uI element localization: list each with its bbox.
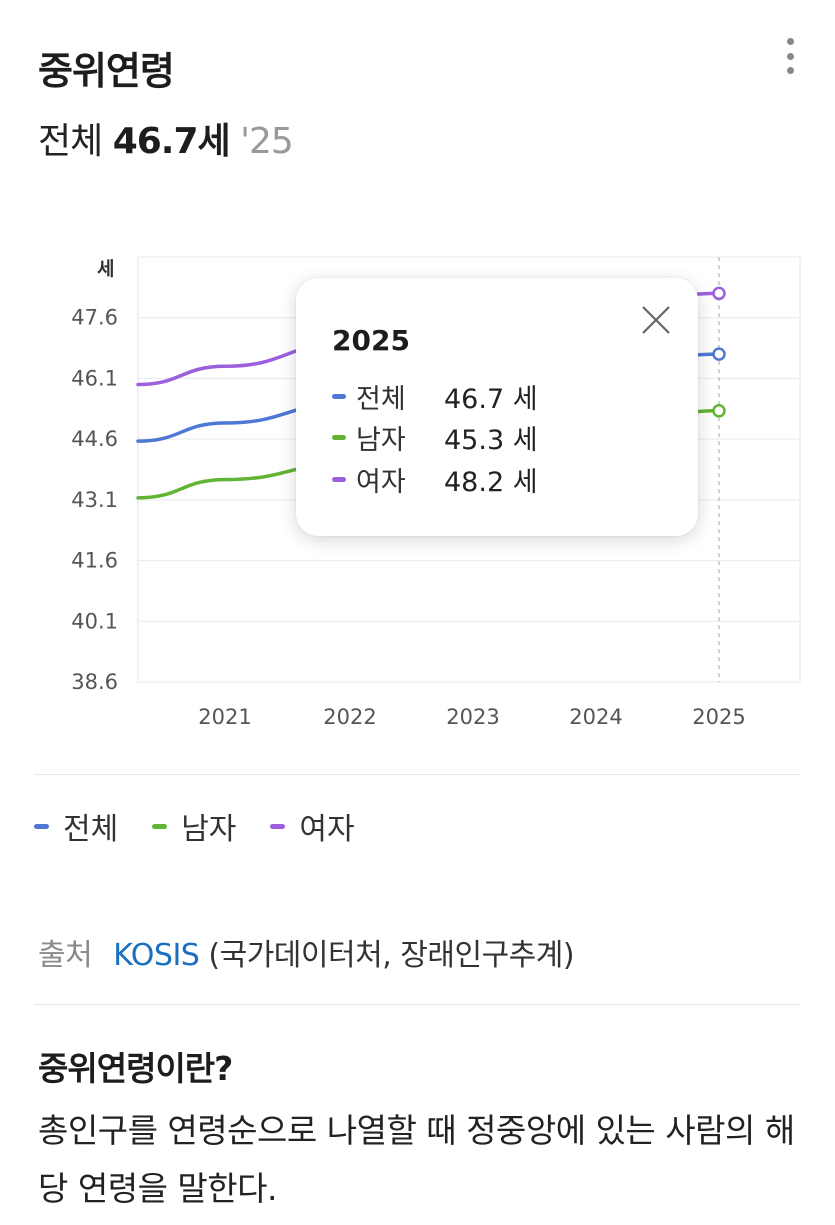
y-tick-label: 44.6 bbox=[71, 427, 118, 451]
tooltip-row-female: 여자 48.2 세 bbox=[332, 462, 538, 498]
source-detail: (국가데이터처, 장래인구추계) bbox=[208, 938, 575, 973]
chart-legend: 전체 남자 여자 bbox=[34, 804, 389, 848]
definition-title: 중위연령이란? bbox=[38, 1049, 233, 1088]
x-tick-label: 2021 bbox=[198, 705, 251, 729]
legend-label: 여자 bbox=[299, 812, 355, 847]
x-tick-label: 2024 bbox=[569, 705, 622, 729]
chart-tooltip: 2025 전체 46.7 세 남자 45.3 세 여자 48.2 세 bbox=[296, 278, 698, 536]
close-icon[interactable] bbox=[640, 304, 672, 336]
legend-swatch bbox=[34, 823, 49, 829]
summary-value: 46.7세 bbox=[112, 121, 231, 162]
legend-item-total[interactable]: 전체 bbox=[34, 804, 118, 848]
source-label: 출처 bbox=[38, 938, 93, 973]
source-line: 출처 KOSIS (국가데이터처, 장래인구추계) bbox=[38, 930, 575, 974]
y-tick-label: 47.6 bbox=[71, 306, 118, 330]
legend-item-male[interactable]: 남자 bbox=[152, 804, 236, 848]
legend-item-female[interactable]: 여자 bbox=[270, 804, 355, 848]
tooltip-row-total: 전체 46.7 세 bbox=[332, 379, 538, 415]
page-title: 중위연령 bbox=[38, 49, 175, 93]
y-tick-label: 46.1 bbox=[71, 366, 118, 390]
tooltip-series-value: 48.2 세 bbox=[444, 466, 538, 498]
summary-label: 전체 bbox=[38, 121, 103, 162]
divider bbox=[34, 774, 800, 775]
tooltip-swatch bbox=[332, 476, 346, 482]
y-axis-unit: 세 bbox=[97, 258, 114, 280]
x-tick-label: 2025 bbox=[692, 705, 745, 729]
legend-label: 전체 bbox=[63, 812, 119, 847]
summary: 전체 46.7세 '25 bbox=[38, 112, 294, 164]
tooltip-row-male: 남자 45.3 세 bbox=[332, 420, 538, 456]
tooltip-swatch bbox=[332, 434, 346, 440]
y-tick-label: 40.1 bbox=[71, 609, 118, 633]
series-point-1 bbox=[712, 404, 726, 418]
legend-swatch bbox=[152, 823, 168, 829]
more-options-icon[interactable] bbox=[780, 38, 800, 74]
tooltip-swatch bbox=[332, 393, 346, 399]
definition-body: 총인구를 연령순으로 나열할 때 정중앙에 있는 사람의 해당 연령을 말한다. bbox=[38, 1111, 795, 1208]
summary-year: '25 bbox=[240, 121, 294, 162]
tooltip-series-value: 45.3 세 bbox=[444, 424, 538, 456]
legend-label: 남자 bbox=[181, 812, 237, 847]
tooltip-series-name: 남자 bbox=[356, 424, 406, 456]
tooltip-year: 2025 bbox=[332, 324, 410, 357]
tooltip-series-name: 전체 bbox=[356, 383, 406, 415]
y-tick-label: 41.6 bbox=[71, 549, 118, 573]
y-tick-label: 38.6 bbox=[71, 670, 118, 694]
y-tick-label: 43.1 bbox=[71, 488, 118, 512]
series-point-0 bbox=[712, 347, 726, 361]
divider bbox=[34, 1004, 800, 1005]
tooltip-series-value: 46.7 세 bbox=[444, 383, 538, 415]
legend-swatch bbox=[270, 823, 286, 829]
x-tick-label: 2023 bbox=[446, 705, 499, 729]
source-link[interactable]: KOSIS bbox=[113, 938, 200, 973]
tooltip-series-name: 여자 bbox=[356, 466, 406, 498]
series-point-2 bbox=[712, 286, 726, 301]
x-tick-label: 2022 bbox=[323, 705, 376, 729]
